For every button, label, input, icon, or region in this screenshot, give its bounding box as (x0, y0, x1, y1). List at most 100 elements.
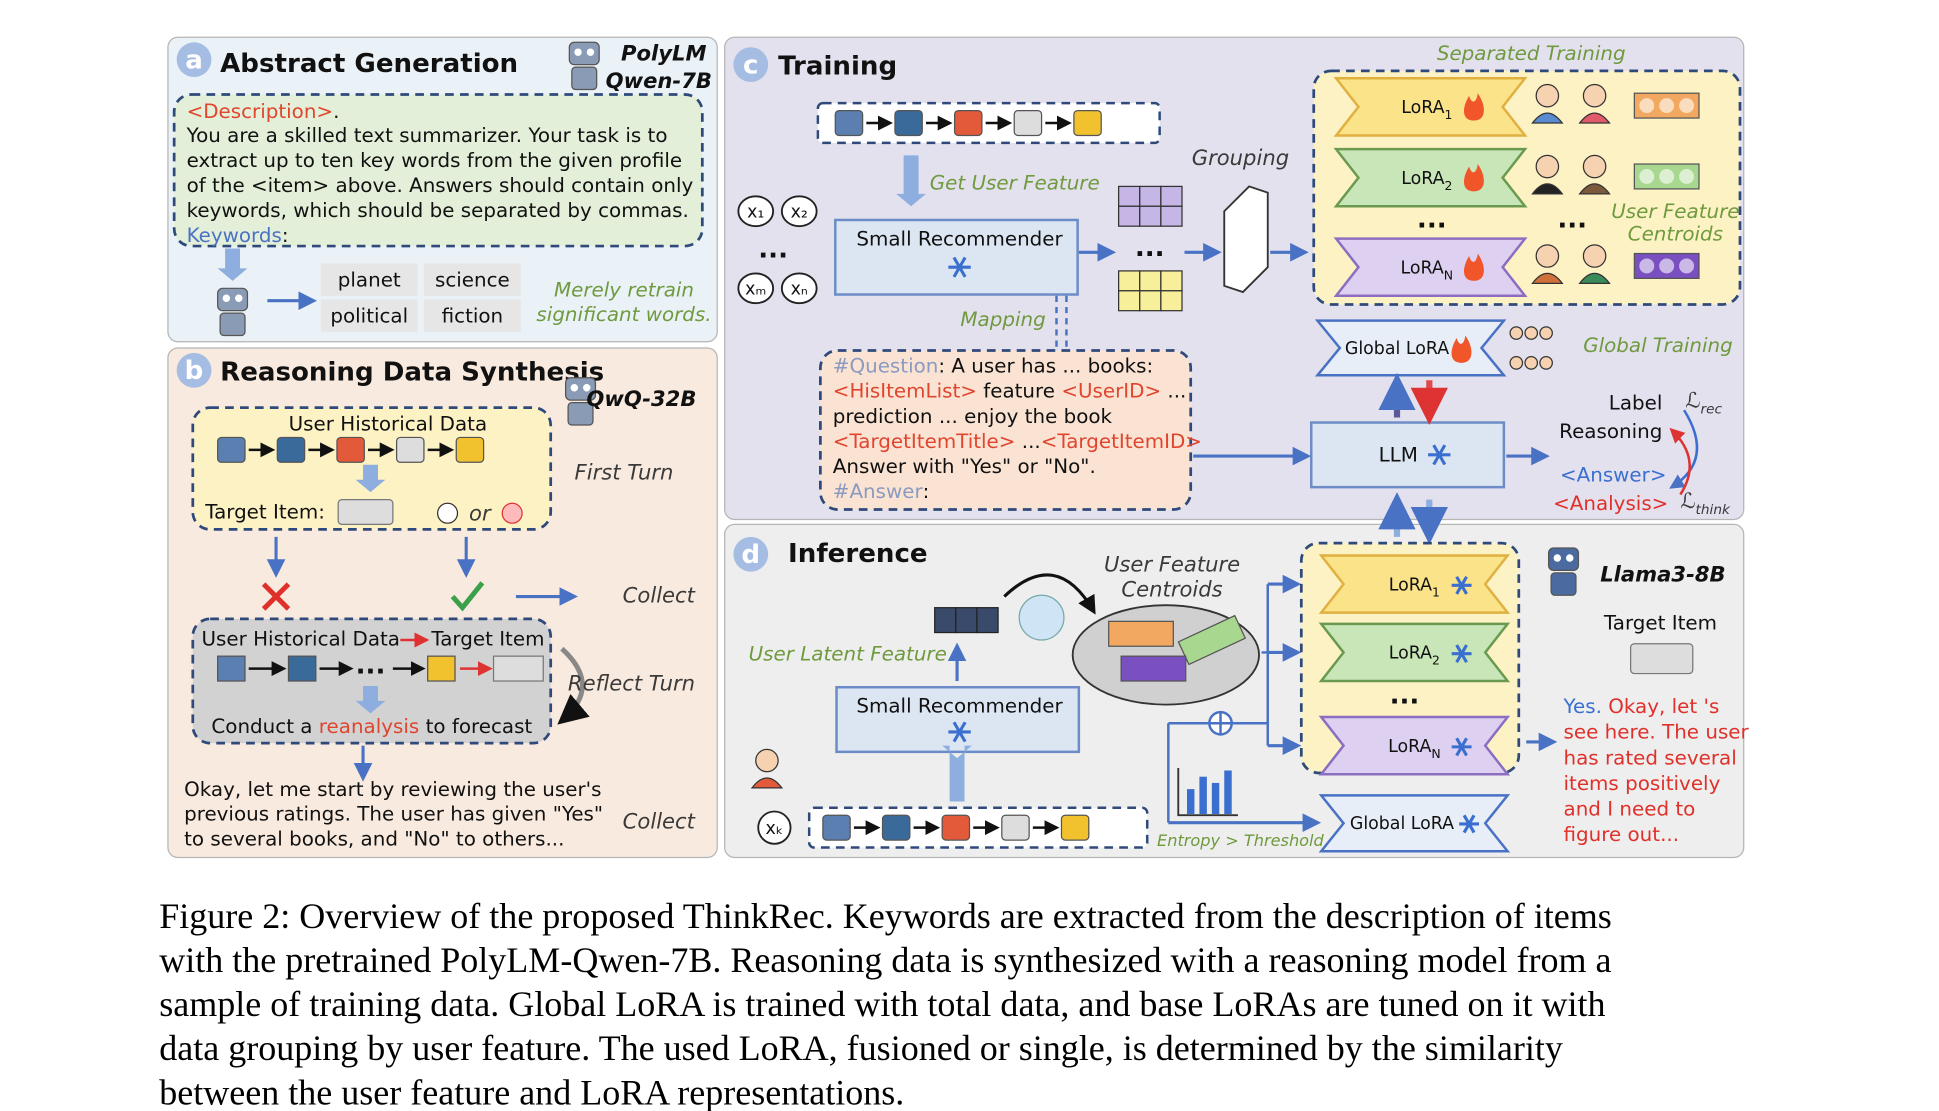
panel-badge (176, 352, 212, 388)
label: Collect (623, 583, 696, 608)
label: PolyLM (621, 41, 706, 66)
label-part: feature (977, 379, 1061, 402)
label: Global Training (1583, 334, 1733, 357)
hand-icon (436, 502, 459, 524)
label-line: LoRA1 (1389, 575, 1440, 599)
crowd (1539, 356, 1553, 370)
label: data grouping by user feature. The used … (159, 1028, 1563, 1068)
centroid-dot (1639, 169, 1655, 184)
label-line: has rated several (1564, 746, 1737, 769)
big-arrow (896, 155, 927, 207)
label-part: LoRA (1389, 575, 1432, 595)
centroid-dot (1679, 258, 1695, 274)
box (1199, 776, 1207, 814)
box (492, 655, 544, 682)
box (455, 436, 485, 463)
label-part: ... (1015, 429, 1040, 452)
label-part: N (1444, 267, 1453, 282)
label: c (743, 50, 758, 80)
label-line: ℒrec (1685, 387, 1722, 417)
label-part: LoRA (1401, 98, 1444, 118)
label-part: 1 (1432, 584, 1440, 599)
box (1186, 789, 1195, 814)
robot-eye (583, 384, 591, 392)
box (427, 655, 456, 682)
lora-banner (1318, 715, 1511, 776)
label-part: 2 (1445, 178, 1453, 193)
snowflake (1462, 814, 1476, 834)
robot-eye (586, 48, 595, 56)
box (1118, 205, 1141, 227)
person-head (1535, 154, 1560, 179)
person-head (1535, 83, 1560, 108)
crowd (1509, 356, 1524, 370)
label: ... (356, 651, 386, 681)
loss-arc (1669, 427, 1691, 496)
label: ... (1417, 204, 1447, 234)
label: Reflect Turn (568, 671, 695, 696)
reflect-arrow (557, 646, 590, 725)
label: <Answer> (1560, 463, 1667, 486)
person-head (1582, 154, 1607, 179)
person-body (1531, 183, 1564, 195)
fire (1463, 93, 1484, 121)
box (276, 436, 306, 463)
person-head (755, 748, 779, 773)
label: with the pretrained PolyLM-Qwen-7B. Reas… (159, 940, 1611, 980)
box (217, 287, 249, 312)
box (1013, 109, 1043, 137)
label-line: Yes. Okay, let 's (1563, 695, 1720, 718)
label: x₁ (747, 203, 764, 223)
label: Figure 2: Overview of the proposed Think… (159, 896, 1612, 936)
lora-banner (1318, 622, 1511, 683)
label: Get User Feature (930, 171, 1100, 194)
cross (261, 582, 291, 611)
label-line: <HisItemList> feature <UserID> ... (833, 379, 1187, 402)
robot-eye (235, 294, 243, 302)
person-body (1531, 272, 1564, 284)
label-part: see here. The user (1564, 720, 1750, 743)
box (953, 109, 983, 137)
label-line: Conduct a reanalysis to forecast (211, 714, 532, 737)
box (934, 607, 957, 634)
label-line: LoRA1 (1401, 98, 1452, 122)
label-line: figure out... (1564, 823, 1680, 846)
box (1060, 814, 1090, 841)
label-part: Conduct a (211, 714, 318, 737)
crowd (1524, 326, 1539, 340)
label: Mapping (960, 308, 1045, 331)
box (568, 41, 600, 66)
box (941, 814, 971, 841)
label-part: Answer with "Yes" or "No". (833, 455, 1096, 478)
input-node (757, 810, 792, 845)
label: fiction (442, 304, 504, 327)
lora-banner (1333, 77, 1528, 137)
label: b (185, 356, 204, 386)
label: Llama3-8B (1600, 561, 1725, 586)
fire (1463, 164, 1484, 192)
centroid-dot (1659, 98, 1675, 114)
box (1118, 290, 1141, 312)
label-part: LoRA (1388, 737, 1431, 757)
label: User Historical Data (201, 628, 400, 651)
box (835, 685, 1081, 754)
label-part: Keywords (187, 224, 282, 247)
fuse (1209, 712, 1232, 735)
label: political (330, 304, 408, 327)
box (955, 607, 978, 634)
box (976, 607, 999, 634)
panel-badge (733, 536, 769, 572)
label: Grouping (1192, 145, 1289, 170)
label-part: figure out... (1564, 823, 1680, 846)
snowflake (1455, 644, 1468, 664)
label: Target Item (1603, 611, 1717, 634)
box (217, 436, 246, 463)
label: d (741, 540, 760, 570)
box (1550, 572, 1577, 596)
panel-badge (733, 47, 769, 83)
label-part: and I need to (1564, 797, 1696, 820)
label: User Feature (1611, 200, 1739, 223)
label: extract up to ten key words from the giv… (187, 149, 683, 172)
label-part: prediction ... enjoy the book (833, 404, 1113, 427)
centroid-dot (1679, 169, 1695, 184)
